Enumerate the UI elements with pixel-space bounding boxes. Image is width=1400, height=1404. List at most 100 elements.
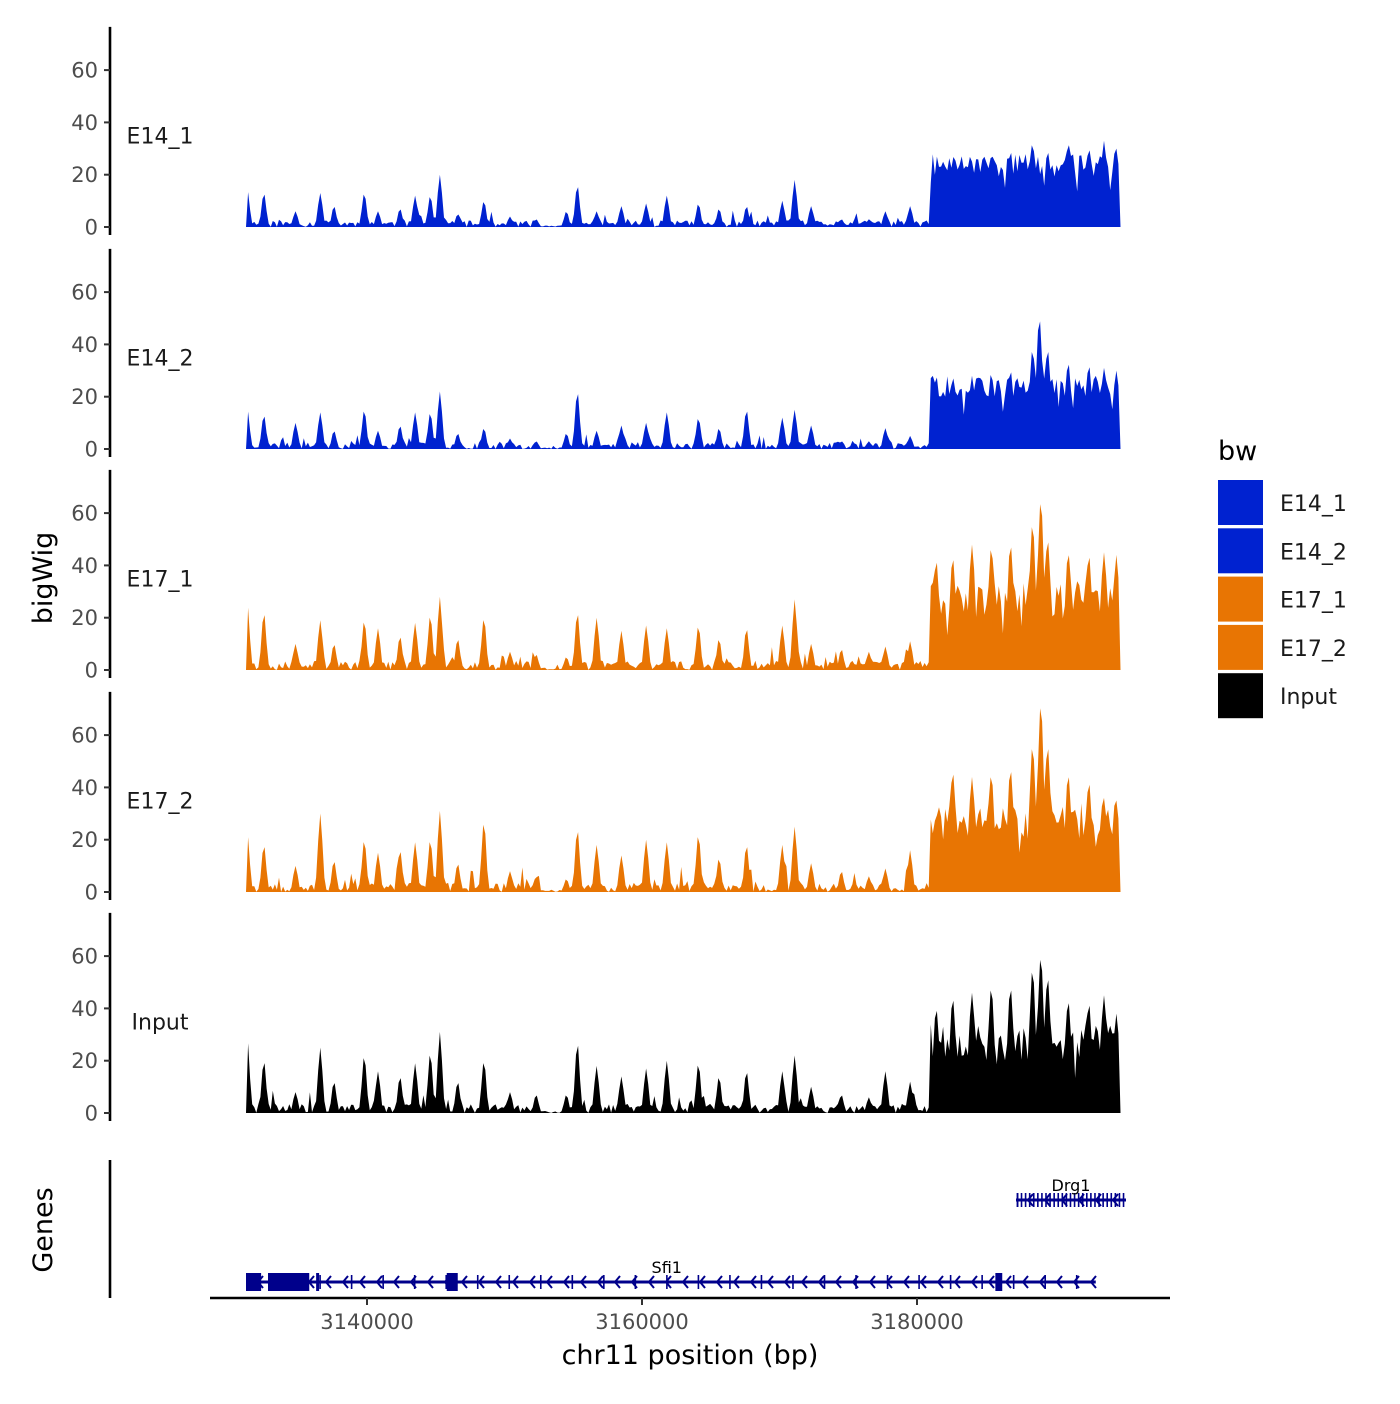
strand-arrow [358,1275,366,1289]
coverage-area [246,959,1121,1113]
strand-arrow [732,1275,740,1289]
coverage-area [246,708,1121,892]
legend-swatch [1218,624,1263,670]
legend-label: E17_2 [1280,637,1347,662]
x-tick-label: 3160000 [595,1310,689,1334]
legend: bw E14_1 E14_2 E17_1 E17_2 Input [1218,436,1347,719]
track-label: E14_1 [127,124,194,149]
strand-arrow [868,1275,876,1289]
strand-arrow [834,1275,842,1289]
track-e14-2: 0 20 40 60 E14_2 [71,248,1121,462]
strand-arrow [1038,1275,1046,1289]
coverage-tracks: 0 20 40 60 E14_1 0 20 40 60 E14_2 0 20 40 60 E17_1 0 20 4… [71,26,1121,1126]
x-tick-label: 3140000 [320,1310,414,1334]
strand-arrow [545,1275,553,1289]
strand-arrow [715,1275,723,1289]
strand-arrow [426,1275,434,1289]
gene-track: Drg1 Sfi1 [108,1160,1126,1298]
strand-arrow [613,1275,621,1289]
track-e17-2: 0 20 40 60 E17_2 [71,691,1121,905]
track-label: E17_2 [127,789,194,814]
y-tick-label: 0 [85,438,98,462]
legend-label: E14_2 [1280,540,1347,565]
legend-swatch [1218,576,1263,622]
y-tick-label: 40 [71,554,98,578]
strand-arrow [800,1275,808,1289]
track-label: Input [132,1010,189,1035]
strand-arrow [987,1275,995,1289]
strand-arrow [477,1275,485,1289]
coverage-area [246,140,1121,227]
legend-swatch [1218,673,1263,719]
strand-arrow [698,1275,706,1289]
strand-arrow [579,1275,587,1289]
strand-arrow [936,1275,944,1289]
legend-label: E17_1 [1280,589,1347,614]
strand-arrow [511,1275,519,1289]
y-tick-label: 40 [71,333,98,357]
y-tick-label: 40 [71,776,98,800]
y-tick-label: 0 [85,216,98,240]
strand-arrow [1055,1275,1063,1289]
legend-swatch [1218,480,1263,525]
strand-arrow [375,1275,383,1289]
gene-drg1: Drg1 [1016,1176,1126,1207]
legend-title: bw [1218,436,1257,467]
strand-arrow [1089,1275,1097,1289]
exon-block [246,1273,262,1291]
exon-block [316,1273,320,1291]
strand-arrow [494,1275,502,1289]
x-axis-title: chr11 position (bp) [562,1340,819,1371]
strand-arrow [460,1275,468,1289]
y-tick-label: 0 [85,881,98,905]
y-tick-label: 20 [71,1049,98,1073]
legend-label: Input [1280,685,1337,710]
strand-arrow [324,1275,332,1289]
y-tick-label: 20 [71,385,98,409]
y-tick-label: 0 [85,1102,98,1126]
strand-arrow [953,1275,961,1289]
y-tick-label: 60 [71,281,98,305]
y-tick-label: 40 [71,997,98,1021]
coverage-area [246,504,1121,670]
strand-arrow [1111,1193,1119,1207]
track-label: E17_1 [127,567,194,592]
track-e17-1: 0 20 40 60 E17_1 [71,469,1121,683]
gene-label: Sfi1 [652,1258,682,1277]
exon-block [995,1273,1003,1291]
x-tick-label: 3180000 [870,1310,964,1334]
gene-label: Drg1 [1052,1176,1091,1195]
strand-arrow [783,1275,791,1289]
y-tick-label: 60 [71,724,98,748]
strand-arrow [1004,1275,1012,1289]
exon-block [446,1273,458,1291]
y-tick-label: 60 [71,59,98,83]
strand-arrow [817,1275,825,1289]
exon-block [268,1273,310,1291]
y-tick-label: 20 [71,828,98,852]
x-axis: 3140000 3160000 3180000 [210,1296,1170,1334]
genes-axis-title: Genes [28,1187,59,1272]
strand-arrow [528,1275,536,1289]
strand-arrow [681,1275,689,1289]
legend-swatch [1218,528,1263,574]
strand-arrow [919,1275,927,1289]
strand-arrow [1026,1193,1034,1207]
track-e14-1: 0 20 40 60 E14_1 [71,26,1121,240]
strand-arrow [341,1275,349,1289]
coverage-area [246,321,1121,449]
y-tick-label: 0 [85,659,98,683]
gene-sfi1: Sfi1 [246,1258,1097,1291]
y-axis-title: bigWig [28,532,59,625]
y-tick-label: 20 [71,606,98,630]
strand-arrow [1043,1193,1051,1207]
strand-arrow [562,1275,570,1289]
strand-arrow [596,1275,604,1289]
strand-arrow [647,1275,655,1289]
strand-arrow [749,1275,757,1289]
strand-arrow [664,1275,672,1289]
track-input: 0 20 40 60 Input [71,912,1121,1126]
y-tick-label: 60 [71,502,98,526]
strand-arrow [766,1275,774,1289]
